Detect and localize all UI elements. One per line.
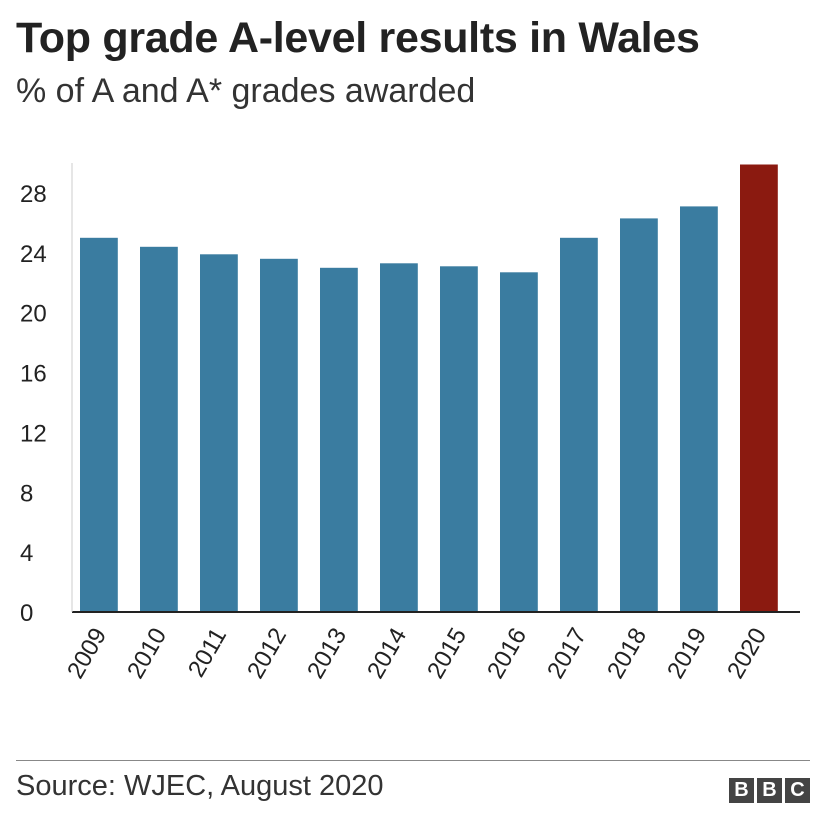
bar-2020 [740,164,778,612]
y-tick-label: 0 [20,600,33,627]
bbc-logo: B B C [729,778,810,803]
x-tick-label: 2011 [183,624,232,682]
x-tick-label: 2020 [722,624,772,684]
y-tick-label: 12 [20,420,47,447]
y-axis-ticks: 0 4 8 12 16 20 24 28 [20,181,47,627]
bar-2009 [80,237,118,613]
x-tick-label: 2012 [242,624,292,684]
y-tick-label: 16 [20,361,47,388]
bar-2018 [620,218,658,612]
bar-2010 [140,246,178,613]
logo-letter: B [729,778,754,803]
bars [80,164,778,613]
x-tick-label: 2016 [482,624,532,684]
y-tick-label: 8 [20,480,33,507]
x-tick-label: 2017 [542,624,592,684]
x-tick-label: 2014 [362,624,412,684]
x-tick-label: 2019 [662,624,712,684]
y-tick-label: 24 [20,241,47,268]
bar-2015 [440,266,478,612]
bar-2011 [200,254,238,613]
y-tick-label: 28 [20,181,47,208]
x-tick-label: 2009 [62,624,112,684]
bar-2014 [380,263,418,612]
x-axis-ticks: 2009 2010 2011 2012 2013 2014 2015 2016 2017 2018… [62,624,772,684]
x-tick-label: 2018 [602,624,652,684]
logo-letter: B [757,778,782,803]
y-tick-label: 20 [20,301,47,328]
logo-letter: C [785,778,810,803]
bar-2016 [500,272,538,612]
bar-2019 [680,206,718,612]
footer-divider [16,760,810,761]
source-note: Source: WJEC, August 2020 [16,770,384,802]
bar-2013 [320,267,358,612]
y-tick-label: 4 [20,540,33,567]
chart-title: Top grade A-level results in Wales [16,14,700,62]
bar-2017 [560,237,598,613]
chart-subtitle: % of A and A* grades awarded [16,72,476,110]
x-tick-label: 2010 [122,624,172,684]
x-tick-label: 2015 [422,624,472,684]
x-tick-label: 2013 [302,624,352,684]
bar-2012 [260,258,298,612]
